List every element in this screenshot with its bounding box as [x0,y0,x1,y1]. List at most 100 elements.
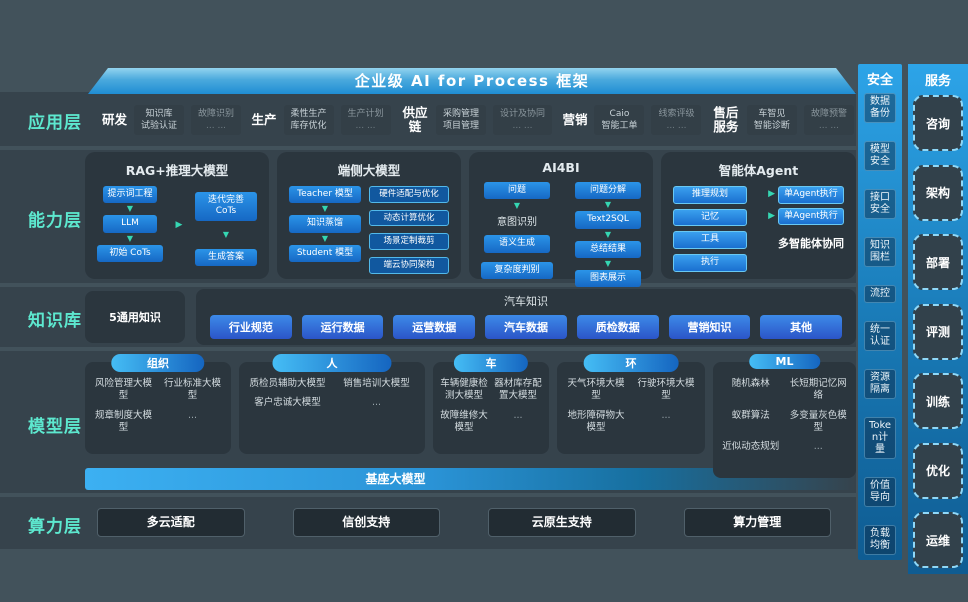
knowledge-chip-row: 行业规范 运行数据 运营数据 汽车数据 质检数据 营销知识 其他 [196,315,856,339]
list-node: 场景定制裁剪 [369,233,449,250]
compute-box: 算力管理 [683,508,831,537]
flow-node: Text2SQL [575,211,641,229]
security-rail-title: 安全 [866,73,893,88]
arrow-down-icon: ▼ [513,201,521,211]
card-ai4bi: AI4BI 问题 ▼ 意图识别 语义生成 复杂度判别 问题分解 ▼ Text2S… [469,152,653,287]
security-item: 知识围栏 [864,237,896,267]
layer-label-knowledge: 知识库 [28,311,82,331]
app-chip: 采购管理 项目管理 [435,104,486,136]
model-item: 客户忠诚大模型 [254,397,321,409]
flow-node: 问题 [484,182,550,200]
agent-caption: 多智能体协同 [778,237,844,251]
chip-line: Caio [609,108,630,119]
knowledge-chip: 运营数据 [393,315,476,339]
arrow-down-icon: ▼ [222,229,230,239]
app-group-label: 营销 [562,111,588,127]
model-pill: 人 [272,354,392,372]
arrow-down-icon: ▼ [604,258,612,268]
chip-line: 设计及协同 [499,108,545,119]
model-item: ... [513,409,523,421]
security-item: 数据备份 [864,93,896,123]
flow-node: 单Agent执行 [778,207,844,226]
model-items: 风险管理大模型 行业标准大模型 规章制度大模型 ... [85,362,231,438]
arrow-down-icon: ▼ [126,204,134,214]
flow-node: 单Agent执行 [778,186,844,204]
app-chip: 线索评级 ... ... [651,104,702,136]
flow-node: LLM [103,215,157,233]
base-model-bar: 基座大模型 [85,468,856,490]
chip-line: 车智见 [758,108,786,119]
model-items: 质检员辅助大模型 销售培训大模型 客户忠诚大模型 ... [239,362,425,414]
list-node: 执行 [673,254,747,272]
security-item: 价值导向 [864,477,896,507]
agent-left-list: 推理规划 记忆 工具 执行 [673,186,747,272]
model-item: 随机森林 [731,378,770,389]
arrow-down-icon: ▼ [321,233,329,243]
chip-line: 项目管理 [442,121,479,131]
model-item: 多变量灰色模型 [789,409,847,434]
model-card-ml: ML 随机森林 长短期记忆网络 蚁群算法 多变量灰色模型 近似动态规划 ... [713,354,856,478]
arrow-down-icon: ▼ [321,204,329,214]
model-item: 近似动态规划 [722,441,780,453]
security-rail: 安全 数据备份 模型安全 接口安全 知识围栏 流控 统一认证 资源隔离 Toke… [858,64,902,560]
agent-right-flow: ▶ 单Agent执行 ▶ 单Agent执行 多智能体协同 [768,186,844,272]
app-group-supply-chain: 供应链 采购管理 项目管理 设计及协同 ... ... [401,104,552,136]
card-title: 端侧大模型 [337,163,401,178]
app-group-production: 生产 柔性生产 库存优化 生产计划 ... ... [251,104,391,136]
app-chip: 柔性生产 库存优化 [283,104,334,136]
model-item: ... [187,409,198,421]
flow-node: 提示词工程 [103,186,157,204]
model-card-person: 人 质检员辅助大模型 销售培训大模型 客户忠诚大模型 ... [239,354,425,454]
flow-node: 初始 CoTs [97,244,163,262]
security-item: 资源隔离 [864,369,896,399]
flow-node: 语义生成 [484,235,550,253]
model-item: 长短期记忆网络 [789,378,847,402]
knowledge-chip: 汽车数据 [485,315,567,339]
layer-label-capability: 能力层 [28,211,82,231]
model-pill: 车 [453,354,529,372]
chip-line: 智能诊断 [753,121,790,131]
chip-line: ... ... [666,121,687,131]
rag-right-flow: 迭代完善 CoTs ▼ 生成答案 [194,186,257,266]
list-node: 动态计算优化 [369,209,449,227]
model-item: 行驶环境大模型 [637,378,695,402]
ai4bi-right-flow: 问题分解 ▼ Text2SQL ▼ 总结结果 ▼ 图表展示 [575,182,641,287]
compute-box: 信创支持 [292,508,440,537]
service-item: 咨询 [913,95,963,151]
security-item: 流控 [864,285,896,303]
model-item: 地形障碍物大模型 [567,409,625,434]
app-chip: 设计及协同 ... ... [492,104,552,136]
flow-node: 知识蒸馏 [289,215,361,233]
card-agent: 智能体Agent 推理规划 记忆 工具 执行 ▶ 单Agent执行 ▶ 单Age… [661,152,856,279]
service-item: 评测 [913,303,963,360]
flow-node: 总结结果 [575,240,641,258]
app-group-marketing: 营销 Caio 智能工单 线索评级 ... ... [562,104,702,136]
card-body: 提示词工程 ▼ LLM ▼ 初始 CoTs ▶ 迭代完善 CoTs ▼ 生成答案 [85,186,269,266]
chip-line: 柔性生产 [290,108,327,119]
chip-line: 采购管理 [442,108,479,119]
card-edge-model: 端侧大模型 Teacher 模型 ▼ 知识蒸馏 ▼ Student 模型 硬件适… [277,152,461,279]
model-card-organization: 组织 风险管理大模型 行业标准大模型 规章制度大模型 ... [85,354,231,454]
knowledge-chip: 其他 [760,315,843,339]
knowledge-chip: 运行数据 [301,315,384,339]
card-body: 问题 ▼ 意图识别 语义生成 复杂度判别 问题分解 ▼ Text2SQL ▼ 总… [469,182,653,287]
application-row: 研发 知识库 试验认证 故障识别 ... ... 生产 柔性生产 库存优化 生产… [102,98,854,142]
agent-exec-row: ▶ 单Agent执行 [768,186,844,204]
knowledge-chip: 营销知识 [668,315,751,339]
service-rail: 服务 咨询 架构 部署 评测 训练 优化 运维 [908,64,968,574]
model-item: ... [661,409,671,421]
list-node: 硬件适配与优化 [369,186,449,203]
arrow-right-icon: ▶ [768,211,775,222]
card-title: AI4BI [542,160,580,175]
edge-right-list: 硬件适配与优化 动态计算优化 场景定制裁剪 端云协同架构 [369,186,449,274]
app-group-rd: 研发 知识库 试验认证 故障识别 ... ... [102,104,242,136]
model-item: 蚁群算法 [731,409,770,421]
diagram-title: 企业级 AI for Process 框架 [88,68,856,94]
chip-line: 库存优化 [290,121,327,131]
service-item: 部署 [913,234,963,290]
model-item: 销售培训大模型 [343,378,410,389]
edge-left-flow: Teacher 模型 ▼ 知识蒸馏 ▼ Student 模型 [289,186,361,274]
chip-line: 生产计划 [347,108,384,119]
model-pill: ML [748,354,821,369]
